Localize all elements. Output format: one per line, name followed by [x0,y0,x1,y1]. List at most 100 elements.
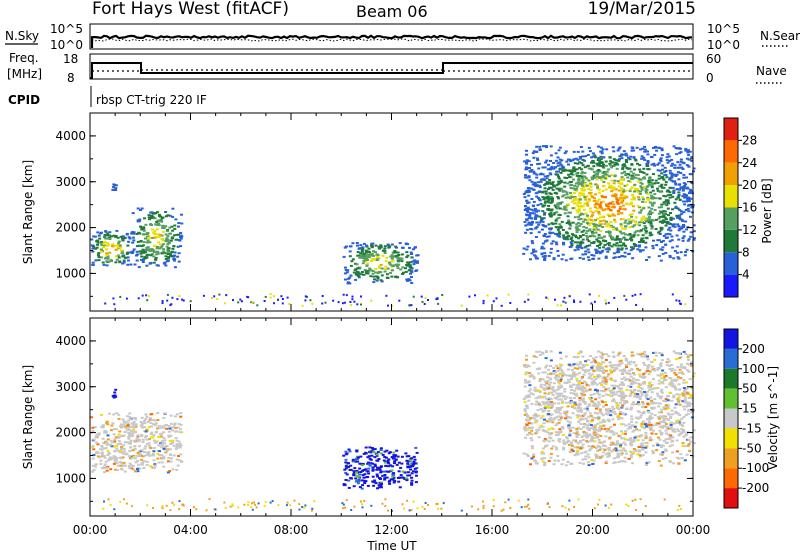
data-cell [570,233,574,236]
data-cell [537,209,541,212]
data-cell [159,246,163,249]
data-cell [669,212,672,214]
data-cell [110,260,113,262]
data-cell [139,225,142,228]
data-cell [635,403,639,405]
data-cell [662,201,666,204]
data-cell [536,191,540,194]
data-cell [358,462,362,465]
data-cell [593,203,597,206]
data-cell [638,373,642,376]
data-cell [367,255,371,258]
data-cell [552,162,556,164]
data-cell [653,153,657,156]
data-cell [394,276,398,279]
data-cell [123,237,127,240]
data-cell [683,398,687,401]
data-cell [538,367,542,370]
data-cell [678,433,682,436]
data-cell [406,466,410,469]
data-cell [620,201,624,204]
data-cell [665,427,669,430]
data-cell [175,439,179,442]
data-cell [692,230,696,233]
data-cell [632,235,636,238]
noise-cell [161,302,164,305]
data-cell [575,434,579,437]
colorbar-tick-label: 20 [742,178,757,192]
data-cell [656,444,660,447]
data-cell [569,429,573,432]
data-cell [641,198,645,201]
noise-cell [523,300,526,303]
data-cell [160,432,164,435]
data-cell [131,465,135,467]
data-cell [663,216,667,219]
data-cell [667,419,670,422]
data-cell [139,421,143,423]
data-cell [535,221,539,224]
data-cell [595,252,599,254]
data-cell [635,428,638,431]
data-cell [612,355,616,358]
data-cell [583,197,587,200]
data-cell [383,270,387,273]
data-cell [537,414,541,417]
data-cell [144,237,147,240]
data-cell [383,268,387,271]
data-cell [100,241,104,244]
data-cell [116,464,120,467]
noise-cell [625,298,628,301]
data-cell [540,395,544,398]
data-cell [657,405,660,408]
data-cell [581,192,585,195]
data-cell [635,146,639,149]
colorbar-tick-label: 16 [742,201,757,215]
data-cell [683,203,687,206]
data-cell [92,454,96,457]
data-cell [584,155,588,158]
data-cell [366,259,369,261]
data-cell [359,455,363,458]
data-cell [592,174,596,177]
data-cell [373,456,377,459]
data-cell [357,456,360,459]
data-cell [574,182,578,185]
data-cell [348,450,352,453]
data-cell [558,233,562,235]
data-cell [634,435,638,438]
data-cell [601,395,605,397]
data-cell [661,164,665,167]
data-cell [401,273,405,275]
data-cell [664,243,668,246]
noise-cell [631,294,634,297]
data-cell [681,189,685,192]
data-cell [372,254,375,257]
data-cell [541,409,545,412]
data-cell [577,405,581,408]
data-cell [583,412,587,415]
data-cell [529,212,533,215]
data-cell [351,458,355,461]
data-cell [662,399,666,402]
data-cell [629,385,633,388]
data-cell [547,440,551,443]
data-cell [154,256,158,259]
data-cell [582,229,586,232]
data-cell [173,234,177,237]
data-cell [144,430,148,433]
data-cell [375,279,379,282]
data-cell [598,369,602,372]
data-cell [591,368,595,371]
data-cell [156,246,160,249]
data-cell [655,149,659,152]
data-cell [97,234,101,237]
data-cell [549,227,553,230]
data-cell [565,411,569,414]
data-cell [654,433,658,435]
data-cell [662,219,666,222]
data-cell [524,231,528,234]
data-cell [91,247,95,250]
data-cell [590,435,594,438]
data-cell [636,439,640,442]
